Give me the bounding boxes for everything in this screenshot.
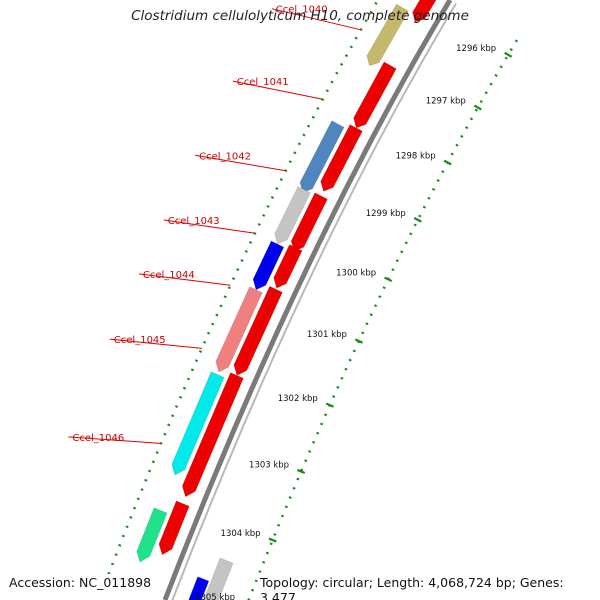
tick-label-5: 1300 kbp [336,268,376,278]
gene-arrow-7 [181,372,244,498]
outer-tick-track [105,0,380,579]
topology-text: Topology: circular; Length: 4,068,724 bp… [258,574,600,600]
tick-label-6: 1301 kbp [307,330,347,340]
tick-label-3: 1298 kbp [396,152,436,162]
gene-arrow-15 [171,371,225,476]
tick-label-9: 1304 kbp [221,529,261,539]
gene-leader-5 [138,273,231,286]
tick-label-4: 1299 kbp [366,209,406,219]
backbone-outer [162,0,453,600]
gene-label-7: Ccel_1046 [72,433,124,444]
tick-label-1: 1296 kbp [456,44,496,54]
gene-label-3: Ccel_1042 [199,151,251,162]
gene-arrow-8 [158,500,190,556]
inner-tick-track [247,39,519,600]
gene-arrow-13 [252,240,285,291]
gene-arrow-4 [290,192,328,252]
gene-leader-6 [109,338,202,349]
gene-arrow-2 [353,61,397,129]
tick-mark-3 [443,159,452,166]
gene-arrow-1 [412,0,437,23]
gene-label-1: Ccel_1040 [276,5,328,16]
tick-mark-6 [354,338,363,344]
tick-label-8: 1303 kbp [249,461,289,471]
gene-arrow-16 [136,507,168,563]
gene-arrow-18 [188,576,210,600]
accession-text: Accession: NC_011898 [7,574,154,591]
tick-mark-1 [504,51,513,58]
gene-arrow-5 [273,244,303,289]
gene-leader-3 [195,154,286,172]
gene-leader-4 [163,219,256,234]
tick-label-7: 1302 kbp [278,394,318,404]
tick-mark-7 [325,402,334,408]
gene-arrow-3 [320,124,363,192]
tick-label-10: 1305 kbp [195,593,235,600]
gene-arrow-14 [215,286,263,373]
tick-mark-9 [268,537,277,543]
tick-mark-5 [384,276,393,283]
tick-label-2: 1297 kbp [426,97,466,107]
gene-leader-1 [271,8,362,31]
tick-mark-8 [296,468,306,475]
backbone-inner [171,3,457,600]
tick-mark-2 [473,104,482,111]
gene-label-6: Ccel_1045 [114,335,166,346]
gene-arrow-12 [274,186,311,245]
gene-arrow-10 [366,3,409,67]
gene-leader-2 [232,80,323,100]
gene-arrow-17 [203,557,234,600]
gene-label-2: Ccel_1041 [237,77,289,88]
tick-mark-4 [413,216,422,223]
gene-label-4: Ccel_1043 [168,216,220,227]
gene-arrow-11 [299,120,345,193]
gene-leader-7 [68,436,162,444]
gene-arrow-6 [233,285,283,376]
map-title: Clostridium cellulolyticum H10, complete… [131,8,469,24]
gene-label-5: Ccel_1044 [143,270,195,281]
